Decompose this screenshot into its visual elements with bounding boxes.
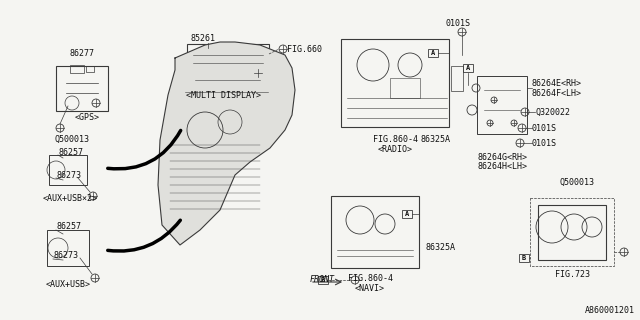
- Text: 86264F<LH>: 86264F<LH>: [532, 89, 582, 98]
- Bar: [49, 155, 87, 185]
- Polygon shape: [158, 42, 295, 245]
- Text: 86264G<RH>: 86264G<RH>: [477, 153, 527, 162]
- Bar: [519, 254, 529, 262]
- Text: A: A: [466, 65, 470, 71]
- Bar: [331, 196, 419, 268]
- Text: A860001201: A860001201: [585, 306, 635, 315]
- Text: 86277: 86277: [70, 49, 95, 58]
- Bar: [530, 198, 614, 266]
- Bar: [341, 39, 449, 127]
- Text: <AUX+USB>: <AUX+USB>: [45, 280, 90, 289]
- Text: <NAVI>: <NAVI>: [355, 284, 385, 293]
- Bar: [70, 65, 84, 73]
- Text: FIG.860-4: FIG.860-4: [372, 135, 417, 144]
- Text: FIG.660: FIG.660: [287, 44, 322, 53]
- Bar: [390, 78, 420, 98]
- Text: <MULTI DISPLAY>: <MULTI DISPLAY>: [186, 91, 260, 100]
- Bar: [451, 66, 463, 91]
- Bar: [463, 64, 473, 72]
- Text: 86264H<LH>: 86264H<LH>: [477, 162, 527, 171]
- Bar: [402, 210, 412, 218]
- Text: 0101S: 0101S: [532, 139, 557, 148]
- Text: 86257: 86257: [56, 221, 81, 230]
- Text: 86264E<RH>: 86264E<RH>: [532, 78, 582, 87]
- Text: FIG.723: FIG.723: [554, 270, 589, 279]
- Bar: [538, 204, 606, 260]
- Text: 86257: 86257: [58, 148, 83, 156]
- Text: A: A: [431, 50, 435, 56]
- Text: <AUX+USB×2>: <AUX+USB×2>: [42, 194, 97, 203]
- Bar: [477, 76, 527, 134]
- Text: A: A: [405, 211, 409, 217]
- Text: 86325A: 86325A: [420, 135, 450, 144]
- Bar: [428, 49, 438, 57]
- Text: B: B: [522, 255, 526, 261]
- Text: FRONT: FRONT: [310, 276, 335, 284]
- Text: <GPS>: <GPS>: [74, 113, 99, 122]
- Bar: [47, 230, 89, 266]
- Text: 86325A: 86325A: [425, 243, 455, 252]
- Text: Q320022: Q320022: [535, 108, 570, 116]
- Text: 86273: 86273: [56, 171, 81, 180]
- Bar: [56, 66, 108, 110]
- Text: Q500013: Q500013: [54, 135, 89, 144]
- Text: Q500013: Q500013: [559, 178, 595, 187]
- Bar: [187, 44, 269, 82]
- Text: <RADIO>: <RADIO>: [378, 145, 413, 154]
- Text: FIG.860-4: FIG.860-4: [348, 274, 392, 283]
- Bar: [318, 276, 328, 284]
- Text: 0101S: 0101S: [532, 124, 557, 132]
- Text: 0101S: 0101S: [445, 19, 470, 28]
- Text: B: B: [321, 277, 325, 283]
- Text: 86273: 86273: [53, 252, 78, 260]
- Text: 85261: 85261: [190, 34, 215, 43]
- Bar: [86, 66, 94, 72]
